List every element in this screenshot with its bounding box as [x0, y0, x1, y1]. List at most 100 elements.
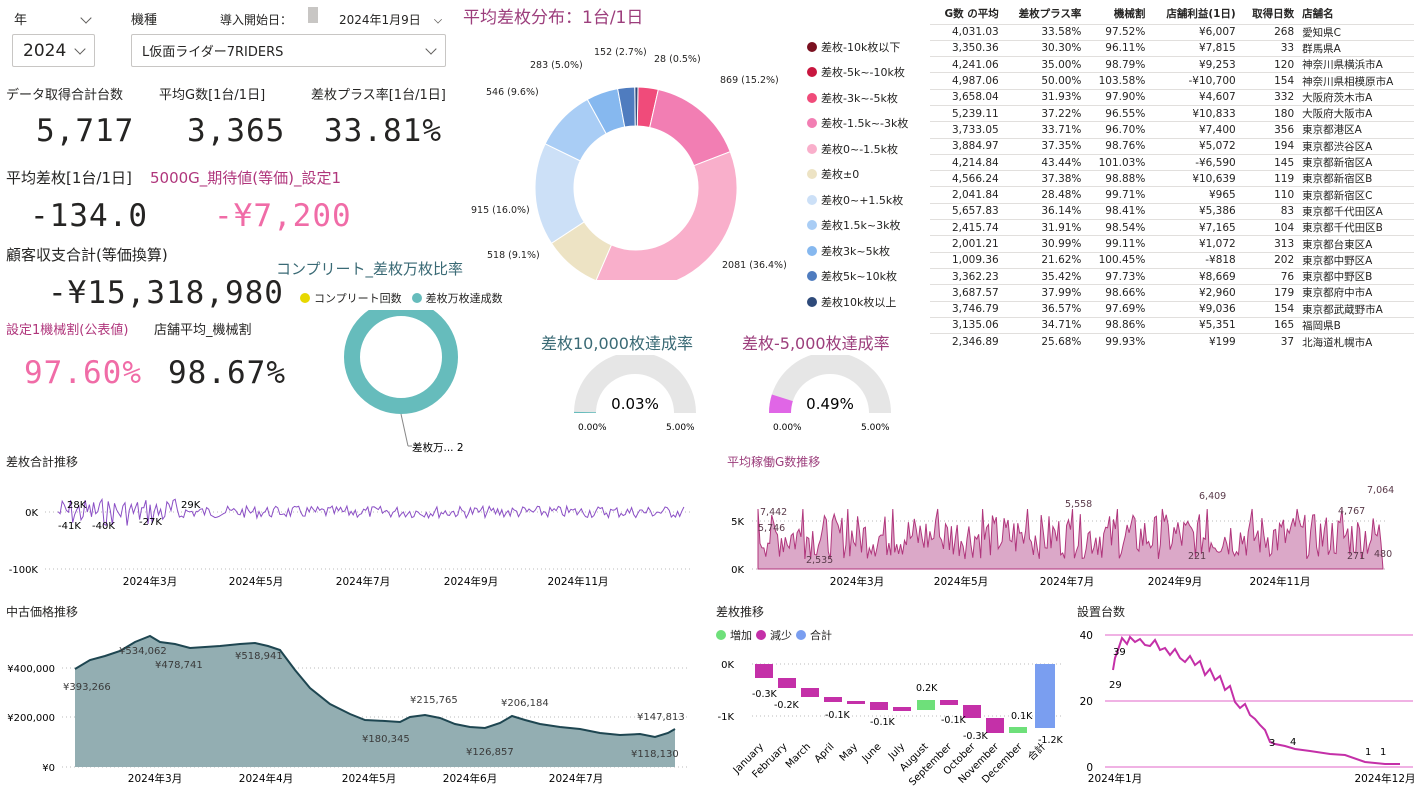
total-units-label: データ取得合計台数 [6, 88, 124, 103]
avg-g-trend-chart[interactable]: 5K 0K 7,442 5,746 2,535 5,558 6,409 7,06… [720, 470, 1419, 595]
table-header-cell[interactable]: 差枚プラス率 [1018, 8, 1082, 20]
diff-total-chart[interactable]: 0K -100K 28K 29K -41K -40K -27K 2024年3月 … [0, 470, 700, 595]
x-tick: 2024年7月 [549, 772, 603, 785]
legend-item[interactable]: 差枚3k~5k枚 [807, 238, 908, 264]
waterfall-bar[interactable] [1035, 664, 1055, 728]
table-row[interactable]: 3,687.57 37.99% 98.66% ¥2,960 179 東京都府中市A [930, 284, 1414, 302]
legend-item[interactable]: 差枚0~-1.5k枚 [807, 136, 908, 162]
table-row[interactable]: 4,214.84 43.44% 101.03% -¥6,590 145 東京都新宿区A [930, 153, 1414, 171]
table-cell: ¥5,351 [1149, 316, 1240, 334]
data-label: 5,746 [758, 523, 785, 534]
distribution-donut-chart[interactable]: 152 (2.7%) 28 (0.5%) 869 (15.2%) 2081 (3… [460, 35, 810, 280]
start-date-value[interactable]: 2024年1月9日 [339, 13, 421, 27]
setting1-rate-label: 設定1機械割(公表値) [6, 323, 129, 338]
legend-item[interactable]: 差枚-5k~-10k枚 [807, 60, 908, 86]
table-cell: 東京都新宿区B [1298, 170, 1414, 187]
table-cell: 98.41% [1085, 202, 1150, 220]
table-cell: 103.58% [1085, 72, 1150, 90]
legend-label: 差枚-3k~-5k枚 [821, 91, 898, 105]
donut-slice[interactable] [595, 151, 738, 280]
table-cell: 4,031.03 [930, 23, 1003, 41]
table-cell: 2,346.89 [930, 333, 1003, 350]
donut-slice[interactable] [634, 86, 639, 127]
table-cell: 群馬県A [1298, 39, 1414, 57]
year-filter-collapse-icon[interactable] [80, 7, 92, 26]
table-row[interactable]: 1,009.36 21.62% 100.45% -¥818 202 東京都中野区A [930, 251, 1414, 269]
table-row[interactable]: 3,135.06 34.71% 98.86% ¥5,351 165 福岡県B [930, 316, 1414, 334]
legend-item[interactable]: 差枚1.5k~3k枚 [807, 213, 908, 239]
table-row[interactable]: 4,987.06 50.00% 103.58% -¥10,700 154 神奈川県相模原市… [930, 72, 1414, 90]
waterfall-legend: 増加 減少 合計 [716, 625, 832, 645]
table-row[interactable]: 2,041.84 28.48% 99.71% ¥965 110 東京都新宿区C [930, 186, 1414, 204]
legend-item[interactable]: 差枚-10k枚以下 [807, 34, 908, 60]
avg-g-value: 3,365 [187, 113, 286, 149]
table-row[interactable]: 3,746.79 36.57% 97.69% ¥9,036 154 東京都武蔵野市A [930, 300, 1414, 318]
x-tick: March [784, 741, 813, 770]
legend-item[interactable]: 差枚10k枚以上 [807, 289, 908, 315]
table-cell: 33 [1239, 39, 1299, 57]
waterfall-chart[interactable]: 0K -1K -0.3K -0.2K -0.1K -0.1K 0.2K -0.1… [710, 645, 1065, 798]
waterfall-bar[interactable] [755, 664, 773, 678]
waterfall-bar[interactable] [847, 701, 865, 704]
table-row[interactable]: 3,884.97 37.35% 98.76% ¥5,072 194 東京都渋谷区A [930, 137, 1414, 155]
data-label: ¥518,941 [235, 651, 283, 662]
year-dropdown[interactable]: 2024 [12, 34, 95, 67]
table-row[interactable]: 3,733.05 33.71% 96.70% ¥7,400 356 東京都港区A [930, 121, 1414, 139]
table-cell: 1,009.36 [930, 251, 1003, 269]
waterfall-bar[interactable] [824, 697, 842, 702]
date-slider-handle[interactable] [308, 7, 318, 23]
table-cell: 356 [1239, 121, 1299, 139]
table-cell: 東京都新宿区C [1298, 186, 1414, 204]
gauge2-chart[interactable]: 0.49% 0.00% 5.00% [765, 355, 895, 435]
waterfall-bar[interactable] [870, 702, 888, 710]
x-tick: 2024年3月 [128, 772, 182, 785]
table-header-cell[interactable]: G数 の平均 [944, 8, 999, 20]
table-row[interactable]: 4,241.06 35.00% 98.79% ¥9,253 120 神奈川県横浜市A [930, 56, 1414, 73]
table-cell: ¥5,072 [1149, 137, 1240, 155]
table-cell: 4,566.24 [930, 170, 1003, 187]
complete-ratio-donut[interactable]: 差枚万... 2 [330, 310, 480, 460]
avg-g-label: 平均G数[1台/1日] [159, 88, 266, 103]
table-row[interactable]: 3,362.23 35.42% 97.73% ¥8,669 76 東京都中野区B [930, 267, 1414, 285]
legend-item[interactable]: 差枚0~+1.5k枚 [807, 187, 908, 213]
donut-slice[interactable] [649, 88, 731, 167]
waterfall-bar[interactable] [917, 700, 935, 710]
legend-item[interactable]: 差枚±0 [807, 162, 908, 188]
table-header-cell[interactable]: 取得日数 [1252, 8, 1295, 20]
table-row[interactable]: 2,001.21 30.99% 99.11% ¥1,072 313 東京都台東区A [930, 235, 1414, 253]
table-row[interactable]: 5,239.11 37.22% 96.55% ¥10,833 180 大阪府大阪市A [930, 104, 1414, 122]
chevron-down-icon[interactable] [434, 12, 442, 25]
waterfall-bar[interactable] [893, 707, 911, 711]
legend-item[interactable]: 差枚-3k~-5k枚 [807, 85, 908, 111]
table-row[interactable]: 4,566.24 37.38% 98.88% ¥10,639 119 東京都新宿区B [930, 170, 1414, 187]
table-header-cell[interactable]: 機械割 [1113, 8, 1146, 20]
gauge1-chart[interactable]: 0.03% 0.00% 5.00% [570, 355, 700, 435]
waterfall-bar[interactable] [778, 678, 796, 688]
table-row[interactable]: 2,415.74 31.91% 98.54% ¥7,165 104 東京都千代田区B [930, 219, 1414, 236]
table-cell: 35.00% [1002, 56, 1086, 73]
table-cell: 東京都中野区A [1298, 251, 1414, 269]
legend-item[interactable]: 差枚5k~10k枚 [807, 264, 908, 290]
waterfall-bar[interactable] [801, 688, 819, 697]
installed-chart[interactable]: 40 20 0 39 29 3 4 1 1 2024年1月 2024年12月 [1075, 620, 1419, 798]
table-header-cell[interactable]: 店舗利益(1日) [1166, 8, 1236, 20]
waterfall-bar[interactable] [986, 718, 1004, 733]
legend-item[interactable]: 差枚-1.5k~-3k枚 [807, 111, 908, 137]
complete-ratio-ring[interactable] [344, 310, 458, 414]
table-cell: 100.45% [1085, 251, 1150, 269]
table-row[interactable]: 4,031.03 33.58% 97.52% ¥6,007 268 愛知県C [930, 23, 1414, 41]
table-cell: 97.69% [1085, 300, 1150, 318]
waterfall-bar[interactable] [940, 700, 958, 705]
table-row[interactable]: 3,350.36 30.30% 96.11% ¥7,815 33 群馬県A [930, 39, 1414, 57]
model-dropdown[interactable]: L仮面ライダー7RIDERS [131, 34, 446, 67]
table-row[interactable]: 3,658.04 31.93% 97.90% ¥4,607 332 大阪府茨木市A [930, 88, 1414, 106]
store-table[interactable]: G数 の平均 差枚プラス率 機械割 店舗利益(1日) 取得日数 店舗名 4,031.03 3… [930, 0, 1414, 350]
waterfall-bar[interactable] [1009, 727, 1027, 733]
table-header-cell[interactable]: 店舗名 [1302, 8, 1334, 20]
table-cell: 99.71% [1085, 186, 1150, 204]
gauge1-title: 差枚10,000枚達成率 [541, 334, 693, 353]
table-row[interactable]: 2,346.89 25.68% 99.93% ¥199 37 北海道札幌市A [930, 333, 1414, 350]
used-price-chart[interactable]: ¥400,000 ¥200,000 ¥0 ¥393,266 ¥534,062 ¥… [0, 620, 700, 798]
table-row[interactable]: 5,657.83 36.14% 98.41% ¥5,386 83 東京都千代田区A [930, 202, 1414, 220]
waterfall-bar[interactable] [963, 705, 981, 718]
